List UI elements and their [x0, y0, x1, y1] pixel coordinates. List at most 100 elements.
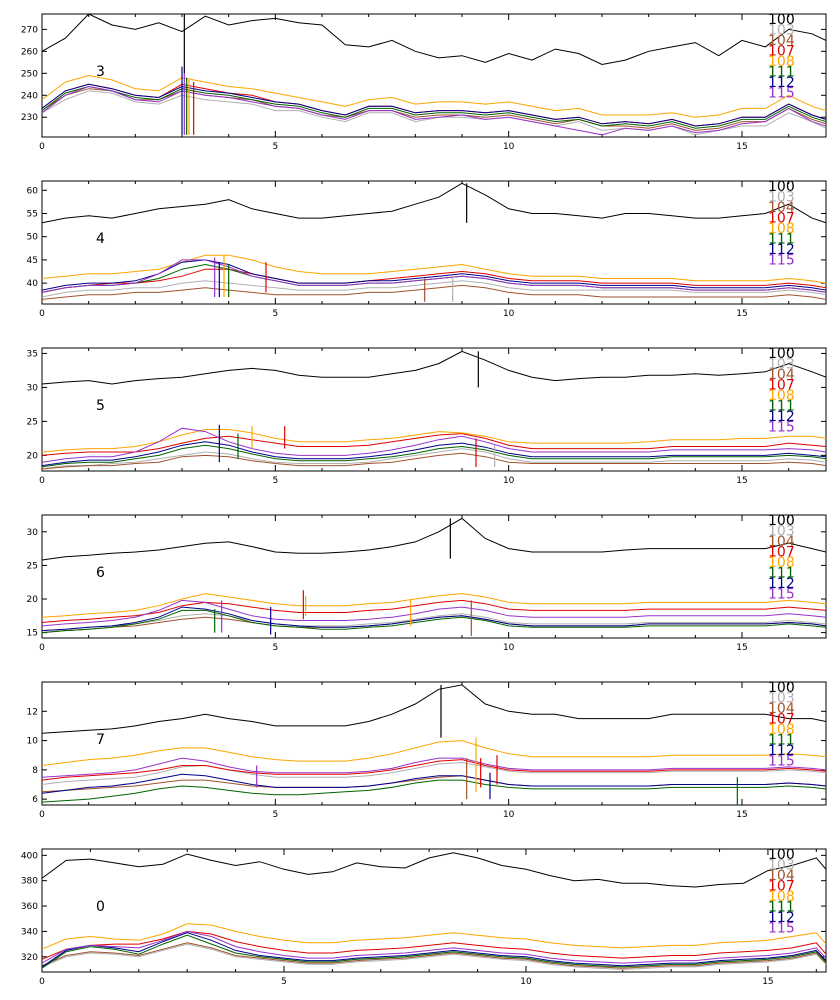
- legend-entry-108: 108: [768, 722, 795, 738]
- series-line-103: [42, 761, 826, 785]
- series-line-115: [42, 259, 826, 293]
- x-tick-label: 10: [520, 977, 532, 987]
- legend-entry-111: 111: [768, 733, 795, 749]
- legend-entry-112: 112: [768, 409, 795, 425]
- legend-entry-115: 115: [768, 587, 795, 603]
- plot-frame: [41, 13, 827, 138]
- y-tick-label: 30: [27, 383, 39, 393]
- series-line-112: [42, 773, 826, 794]
- y-tick-label: 15: [27, 629, 38, 639]
- x-tick-label: 5: [272, 142, 278, 152]
- plot-border: [41, 13, 827, 138]
- series-line-115: [42, 599, 826, 627]
- x-tick-label: 15: [736, 476, 747, 486]
- series-group: [42, 182, 826, 302]
- series-line-115: [42, 930, 826, 964]
- legend-entry-107: 107: [768, 211, 795, 227]
- x-tick-label: 15: [736, 142, 747, 152]
- legend-entry-103: 103: [768, 190, 795, 206]
- y-tick-label: 250: [21, 69, 38, 79]
- series-line-107: [42, 268, 826, 293]
- legend-entry-104: 104: [768, 534, 795, 550]
- legend-entry-104: 104: [768, 367, 795, 383]
- series-line-111: [42, 934, 826, 969]
- legend-entry-103: 103: [768, 23, 795, 39]
- x-tick-label: 5: [272, 643, 278, 653]
- series-line-108: [42, 740, 826, 766]
- y-tick-label: 240: [21, 91, 38, 101]
- y-tick-label: 20: [27, 595, 39, 605]
- series-line-100: [42, 182, 826, 224]
- y-tick-label: 270: [21, 25, 38, 35]
- legend-entry-107: 107: [768, 545, 795, 561]
- series-line-103: [42, 448, 826, 470]
- legend-entry-111: 111: [768, 232, 795, 248]
- series-line-111: [42, 85, 826, 129]
- legend-entry-100: 100: [768, 847, 795, 863]
- x-tick-label: 10: [503, 810, 515, 820]
- y-tick-label: 230: [21, 113, 38, 123]
- legend-entry-100: 100: [768, 12, 795, 28]
- series-line-111: [42, 779, 826, 803]
- panel-3: 230 240 250 260 270 0 5 10 15 3 100103104107108111…: [21, 12, 827, 152]
- panel-label: 3: [96, 64, 105, 80]
- legend-entry-108: 108: [768, 555, 795, 571]
- legend-entry-112: 112: [768, 242, 795, 258]
- panel-label: 0: [96, 899, 105, 915]
- legend-entry-100: 100: [768, 346, 795, 362]
- x-tick-label: 15: [736, 309, 747, 319]
- legend-entry-104: 104: [768, 200, 795, 216]
- series-line-103: [42, 943, 826, 971]
- series-line-100: [42, 517, 826, 561]
- y-tick-label: 6: [32, 795, 38, 805]
- series-line-111: [42, 609, 826, 634]
- series-line-107: [42, 599, 826, 623]
- x-tick-label: 0: [39, 810, 45, 820]
- series-line-100: [42, 14, 826, 66]
- x-tick-label: 10: [503, 476, 515, 486]
- series-line-115: [42, 85, 826, 136]
- x-tick-label: 15: [736, 643, 747, 653]
- y-tick-label: 40: [27, 279, 39, 289]
- legend-entry-112: 112: [768, 576, 795, 592]
- legend-entry-115: 115: [768, 754, 795, 770]
- series-line-112: [42, 259, 826, 291]
- series-line-107: [42, 930, 826, 960]
- series-group: [42, 684, 826, 805]
- y-tick-label: 35: [27, 349, 38, 359]
- y-tick-label: 360: [21, 902, 38, 912]
- legend-entry-111: 111: [768, 399, 795, 415]
- series-line-108: [42, 429, 826, 453]
- y-tick-label: 260: [21, 47, 38, 57]
- plot-border: [41, 514, 827, 639]
- x-tick-label: 5: [272, 309, 278, 319]
- y-tick-label: 20: [27, 451, 39, 461]
- y-tick-label: 12: [27, 707, 38, 717]
- plot-border: [41, 180, 827, 305]
- series-line-108: [42, 923, 826, 950]
- legend-entry-104: 104: [768, 701, 795, 717]
- legend-entry-104: 104: [768, 868, 795, 884]
- y-tick-label: 340: [21, 927, 38, 937]
- legend-entry-104: 104: [768, 33, 795, 49]
- series-line-100: [42, 684, 826, 734]
- x-tick-label: 5: [281, 977, 287, 987]
- y-tick-label: 400: [21, 851, 38, 861]
- series-line-108: [42, 593, 826, 618]
- y-tick-label: 10: [27, 737, 39, 747]
- legend-entry-107: 107: [768, 712, 795, 728]
- x-tick-label: 10: [503, 309, 515, 319]
- y-tick-label: 30: [27, 528, 39, 538]
- legend-entry-107: 107: [768, 378, 795, 394]
- y-tick-label: 60: [27, 186, 39, 196]
- legend-entry-111: 111: [768, 65, 795, 81]
- legend-entry-115: 115: [768, 253, 795, 269]
- series-line-100: [42, 852, 826, 888]
- x-tick-label: 15: [736, 810, 747, 820]
- y-tick-label: 380: [21, 877, 38, 887]
- series-line-112: [42, 606, 826, 632]
- y-tick-label: 45: [27, 256, 38, 266]
- legend-entry-108: 108: [768, 54, 795, 70]
